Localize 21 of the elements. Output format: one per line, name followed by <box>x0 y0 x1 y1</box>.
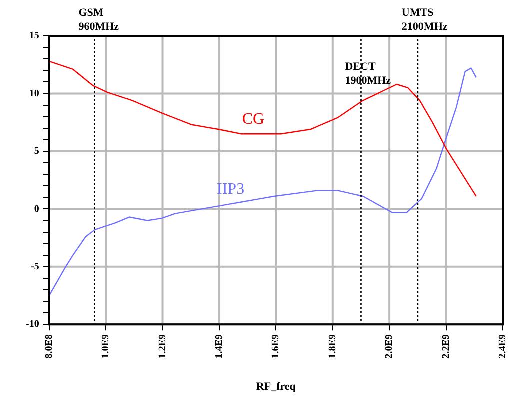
series-label: IIP3 <box>217 181 245 198</box>
x-tick-label: 2.2E9 <box>440 334 452 359</box>
y-tick-label: 15 <box>29 30 40 42</box>
x-tick-label: 1.0E9 <box>100 334 112 359</box>
x-tick-label: 1.8E9 <box>327 334 338 359</box>
y-tick-label: 0 <box>34 204 40 215</box>
y-tick-label: -5 <box>30 261 40 272</box>
ref-line-label: GSM 960MHz <box>78 7 120 33</box>
x-tick-label: 2.4E9 <box>498 334 509 359</box>
x-tick-label: 1.6E9 <box>270 334 282 359</box>
ref-line-label: DECT 1900MHz <box>345 61 392 87</box>
y-tick-label: 10 <box>29 88 40 100</box>
x-tick-label: 1.4E9 <box>214 334 226 359</box>
y-tick-label: 5 <box>34 146 40 158</box>
x-tick-label: 1.2E9 <box>157 334 168 359</box>
x-tick-label: 8.0E8 <box>44 334 55 359</box>
x-axis-title: RF_freq <box>256 381 297 394</box>
ref-line-label: UMTS 2100MHz <box>402 7 448 33</box>
y-tick-label: -10 <box>26 319 40 330</box>
x-tick-label: 2.0E9 <box>384 334 396 359</box>
series-label: CG <box>242 111 266 128</box>
